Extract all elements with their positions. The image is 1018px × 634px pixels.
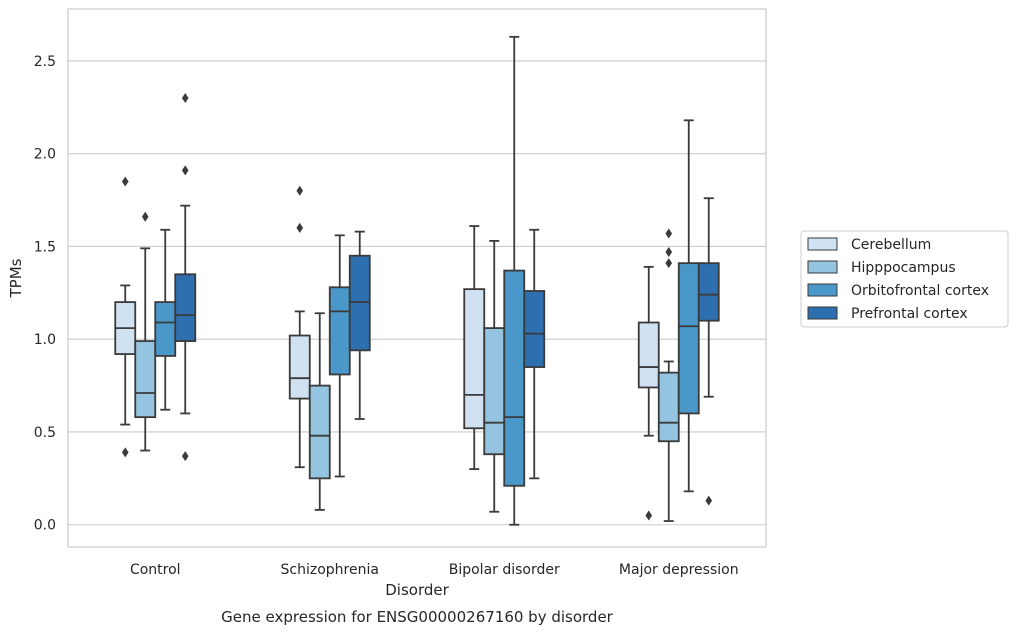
- box: [697, 262, 720, 322]
- y-tick-label: 2.0: [34, 147, 56, 163]
- box: [677, 262, 700, 415]
- box: [348, 254, 371, 352]
- legend-label: Orbitofrontal cortex: [851, 283, 989, 299]
- x-tick-label: Control: [130, 562, 181, 578]
- outlier-point: [296, 222, 304, 233]
- outlier-point: [181, 165, 189, 176]
- x-tick-label: Bipolar disorder: [449, 562, 560, 578]
- outlier-point: [665, 258, 673, 269]
- outlier-point: [121, 176, 129, 187]
- x-tick-label: Schizophrenia: [281, 562, 379, 578]
- legend-label: Cerebellum: [851, 237, 931, 253]
- box-group: [328, 234, 351, 478]
- box-group: [523, 228, 546, 480]
- box: [288, 334, 311, 400]
- box-groups: [114, 35, 720, 526]
- legend: Cerebellum Hipppocampus Orbitofrontal cort…: [800, 230, 1009, 328]
- box-group: [657, 228, 680, 522]
- y-tick-label: 2.5: [34, 54, 56, 70]
- plot-area-frame: [67, 8, 767, 548]
- box-group: [114, 176, 137, 458]
- box: [154, 301, 177, 357]
- legend-label: Hipppocampus: [851, 260, 956, 276]
- box-group: [134, 211, 157, 452]
- y-tick-label: 1.5: [34, 239, 56, 255]
- box-group: [308, 312, 331, 511]
- box: [134, 340, 157, 419]
- box: [503, 269, 526, 487]
- y-tick-label: 1.0: [34, 332, 56, 348]
- outlier-point: [181, 93, 189, 104]
- legend-swatch: [807, 237, 838, 251]
- box-group: [154, 228, 177, 411]
- grid-lines: [68, 60, 766, 526]
- box: [463, 288, 486, 430]
- y-tick-labels: 0.0 0.5 1.0 1.5 2.0 2.5: [34, 54, 56, 534]
- x-tick-label: Major depression: [619, 562, 739, 578]
- legend-frame: [800, 230, 1009, 328]
- y-tick-label: 0.0: [34, 518, 56, 534]
- box-group: [503, 35, 526, 526]
- box: [637, 321, 660, 389]
- legend-label: Prefrontal cortex: [851, 306, 968, 322]
- legend-swatch: [807, 306, 838, 320]
- x-axis-label: Disorder: [385, 581, 449, 599]
- outlier-point: [705, 495, 713, 506]
- y-axis-label: TPMs: [7, 258, 25, 298]
- legend-swatch: [807, 260, 838, 274]
- outlier-point: [665, 247, 673, 258]
- box-group: [288, 185, 311, 469]
- box: [523, 290, 546, 368]
- outlier-point: [296, 185, 304, 196]
- outlier-point: [645, 510, 653, 521]
- box: [308, 384, 331, 480]
- box: [483, 327, 506, 456]
- box-group: [463, 225, 486, 470]
- box: [657, 371, 680, 443]
- box: [328, 286, 351, 376]
- box-group: [348, 230, 371, 420]
- x-tick-labels: Control Schizophrenia Bipolar disorder Majo…: [130, 562, 739, 578]
- box-group: [677, 119, 700, 493]
- box-group: [697, 197, 720, 506]
- chart-caption: Gene expression for ENSG00000267160 by d…: [221, 608, 614, 626]
- box-group: [174, 93, 197, 462]
- box-group: [637, 265, 660, 521]
- outlier-point: [121, 447, 129, 458]
- box-group: [483, 239, 506, 513]
- outlier-point: [665, 228, 673, 239]
- outlier-point: [141, 211, 149, 222]
- outlier-point: [181, 451, 189, 462]
- y-tick-label: 0.5: [34, 425, 56, 441]
- box: [174, 273, 197, 342]
- legend-swatch: [807, 283, 838, 297]
